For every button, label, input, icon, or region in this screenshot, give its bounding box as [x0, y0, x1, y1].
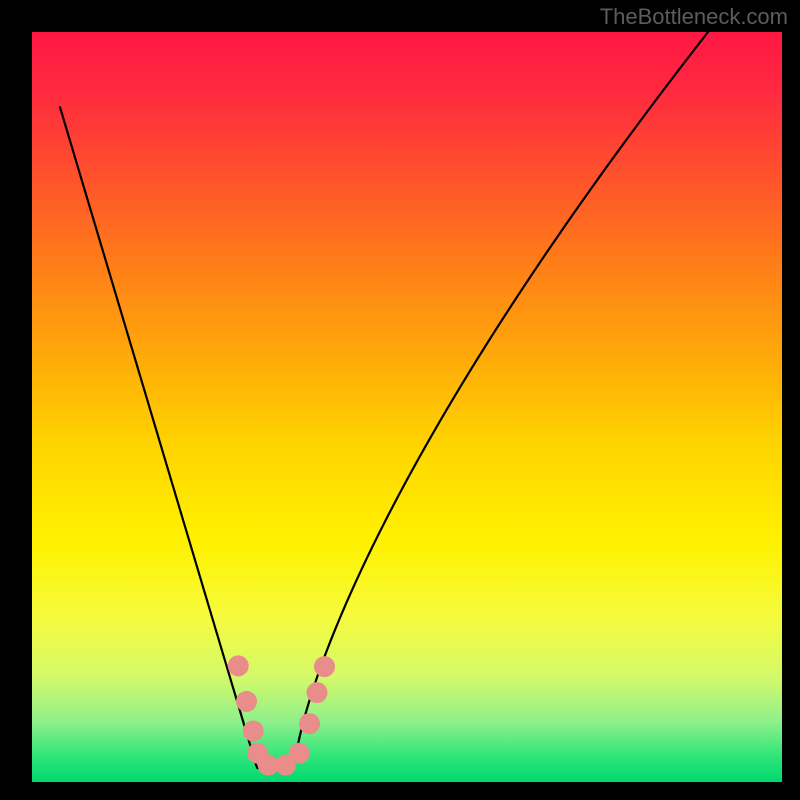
marker-dot [299, 713, 320, 734]
chart-container: TheBottleneck.com [0, 0, 800, 800]
marker-dot [236, 691, 257, 712]
marker-dot [289, 743, 310, 764]
marker-dot [307, 682, 328, 703]
marker-dot [243, 721, 264, 742]
watermark-text: TheBottleneck.com [600, 4, 788, 30]
marker-dot [314, 656, 335, 677]
bottleneck-curve-chart [0, 0, 800, 800]
gradient-background [32, 32, 782, 782]
marker-dot [228, 655, 249, 676]
